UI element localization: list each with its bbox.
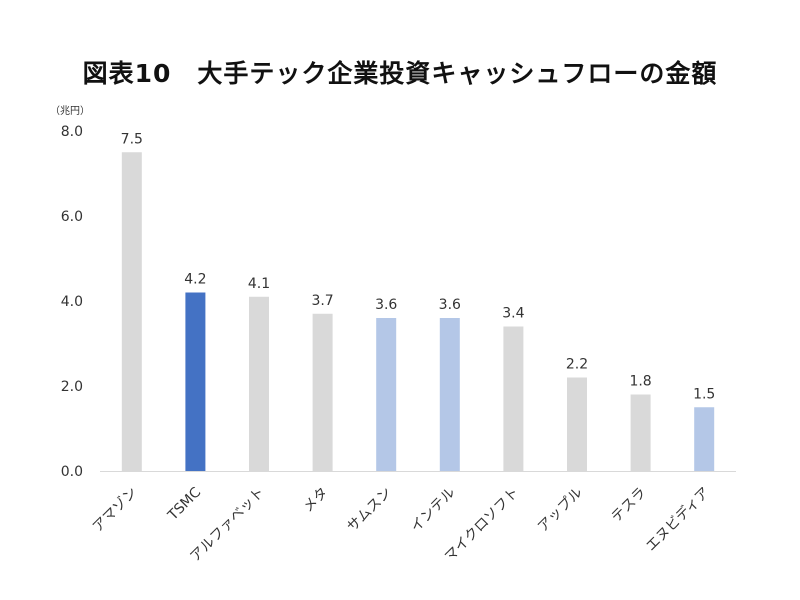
category-label: テスラ [608,485,649,526]
category-label: アップル [535,485,586,536]
category-label: TSMC [164,484,204,524]
bar [121,152,142,471]
y-tick-label: 4.0 [61,294,83,310]
y-tick-label: 0.0 [61,464,83,480]
data-label: 3.6 [439,297,461,313]
data-label: 2.2 [566,357,588,373]
bar [567,377,587,471]
category-label: エヌビディア [642,484,713,555]
bar [630,394,651,471]
data-label: 4.1 [248,276,270,292]
y-tick-label: 8.0 [61,124,83,140]
category-label: メタ [300,485,331,516]
bar [439,318,460,471]
data-label: 1.5 [693,386,715,402]
bar [376,318,397,471]
data-label: 1.8 [629,374,651,390]
value-labels-group: 7.5 4.2 4.1 3.7 3.6 3.6 3.4 2.2 1.8 1.5 [121,131,716,402]
bar [694,407,715,471]
bar [249,296,269,471]
category-label: サムスン [344,485,395,536]
bar [312,313,333,471]
chart-title: 図表10 大手テック企業投資キャッシュフローの金額 [82,59,718,88]
y-axis-unit-label: （兆円） [50,105,90,117]
data-label: 7.5 [121,131,143,147]
y-tick-label: 6.0 [61,209,83,225]
data-label: 4.2 [184,272,206,288]
data-label: 3.6 [375,297,397,313]
data-label: 3.7 [311,293,333,309]
y-tick-label: 2.0 [61,379,83,395]
bar [503,326,524,471]
category-label: インテル [408,485,459,536]
category-label: アマゾン [90,485,141,536]
y-axis-ticks: 0.0 2.0 4.0 6.0 8.0 [61,124,83,480]
bar [185,292,206,471]
bars-group [121,152,715,471]
data-label: 3.4 [502,306,524,322]
